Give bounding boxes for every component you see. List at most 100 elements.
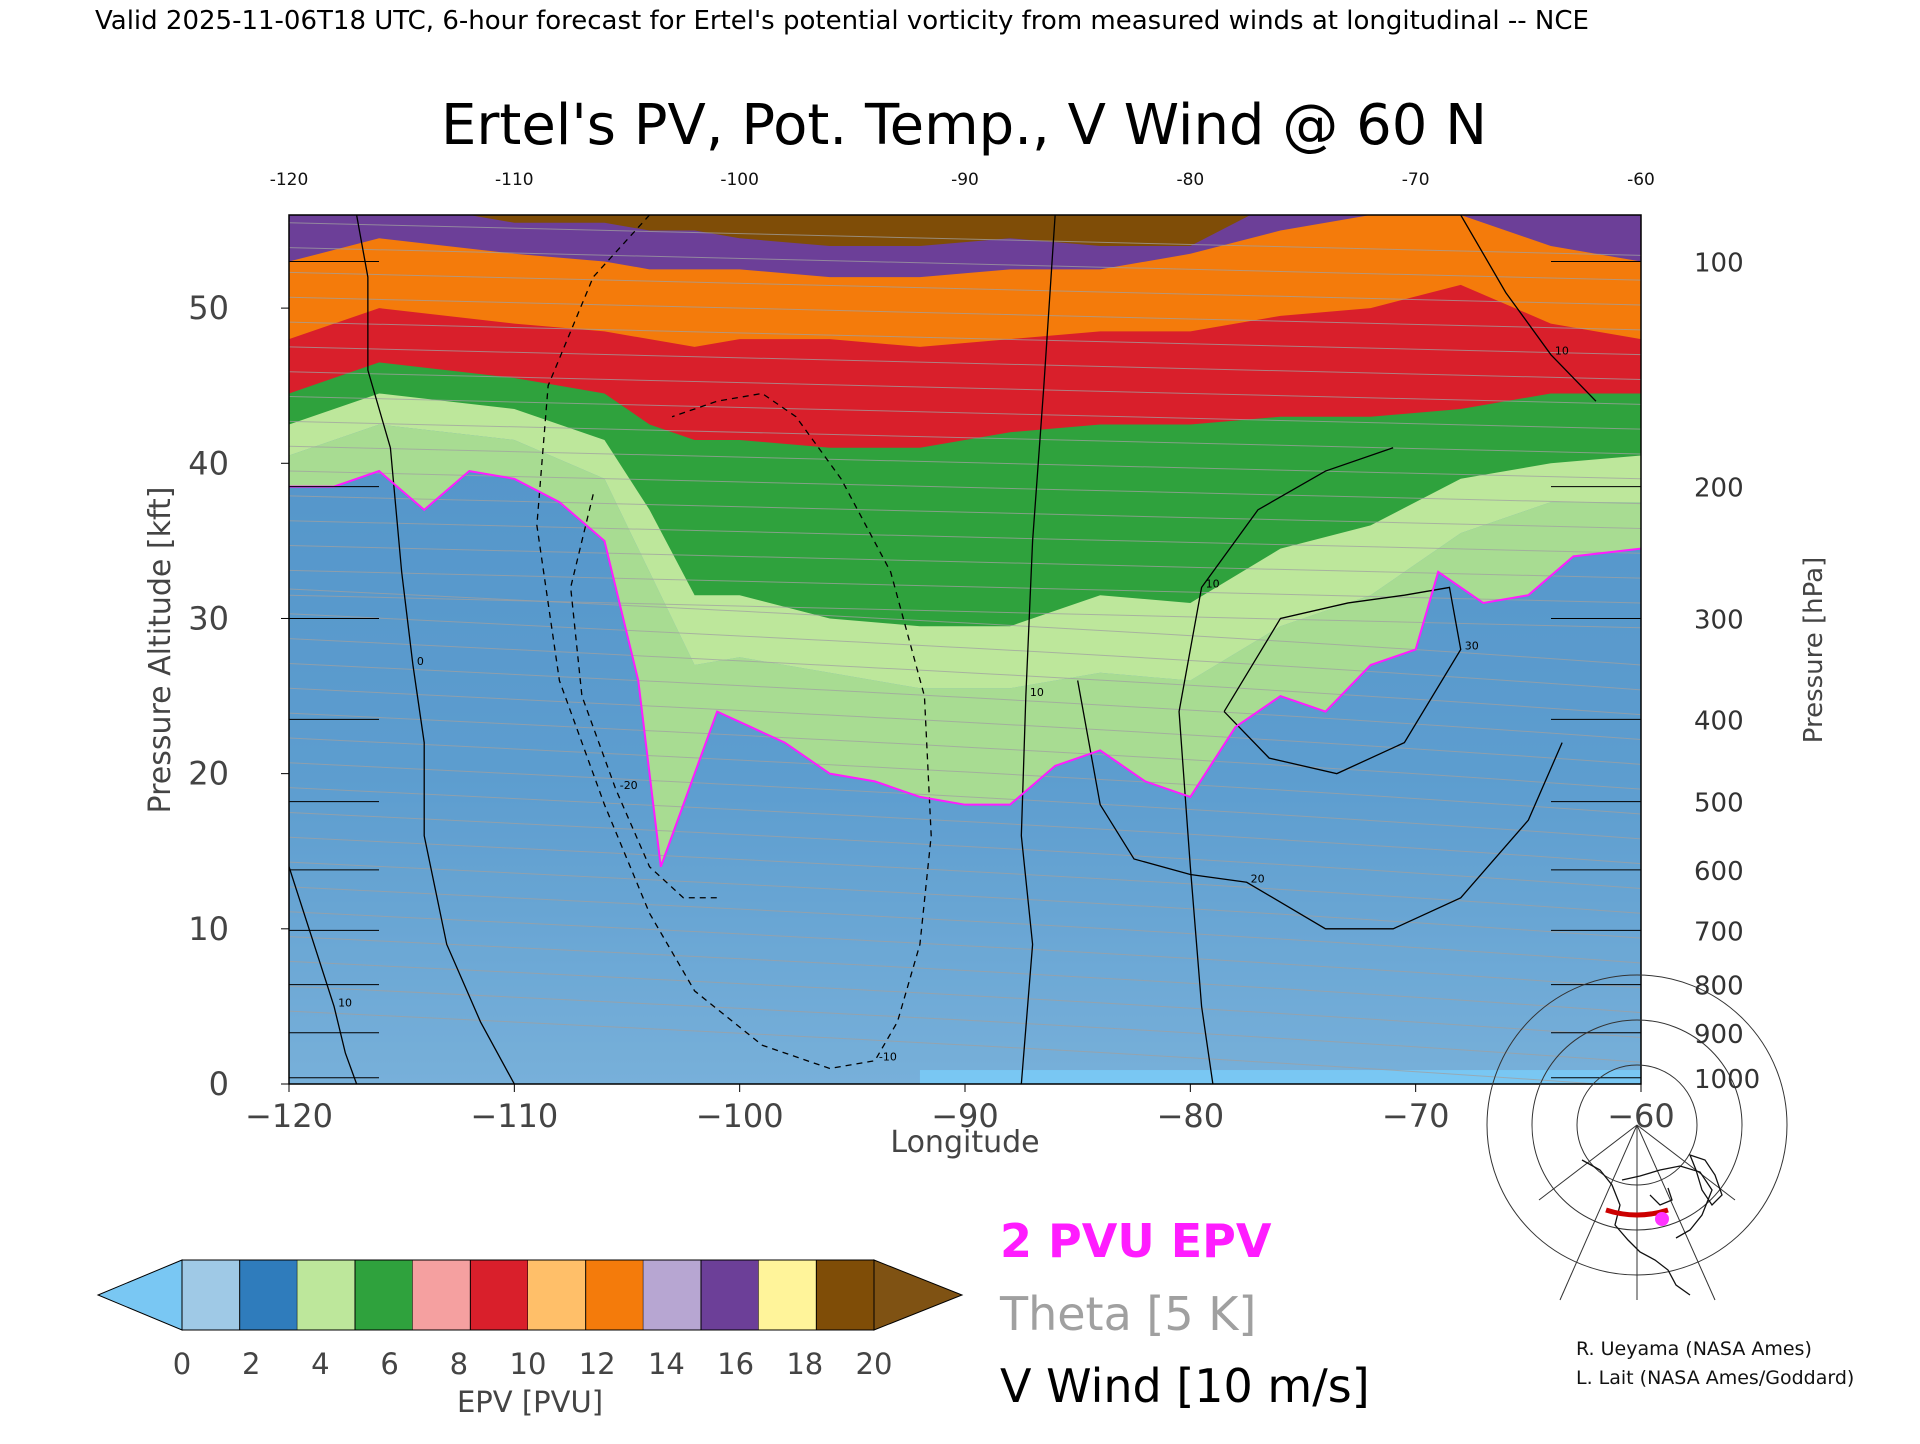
plot-area: 0 10 -10 -20 10 10 30 20 10: [289, 215, 1641, 1084]
valid-time-header: Valid 2025-11-06T18 UTC, 6-hour forecast…: [95, 6, 1589, 36]
x-top-tick-label: -110: [495, 170, 534, 190]
x-top-tick-label: -80: [1176, 170, 1204, 190]
v-wind-contour-line: [1223, 586, 1462, 775]
band-2-to-4-pvu: [289, 424, 1641, 867]
pressure-tick-label: 100: [1694, 249, 1744, 279]
credit-line-1: R. Ueyama (NASA Ames): [1576, 1338, 1812, 1360]
map-coastline-north-america: [1581, 1159, 1713, 1296]
x-tick-label: −100: [696, 1097, 784, 1135]
map-meridian: [1636, 1124, 1716, 1301]
colorbar-cell: [528, 1260, 586, 1330]
credit-line-2: L. Lait (NASA Ames/Goddard): [1576, 1367, 1854, 1389]
y-axis-label-left: Pressure Altitude [kft]: [143, 487, 178, 814]
pressure-tick-label: 700: [1694, 917, 1744, 947]
x-top-tick-label: -100: [720, 170, 759, 190]
x-axis-label: Longitude: [890, 1125, 1039, 1160]
y-axis-right: 100 200 300 400 500 600 700 800 900 1000: [1694, 249, 1760, 1095]
two-pvu-contour: [289, 469, 1641, 868]
colorbar-cell: [412, 1260, 471, 1330]
band-below-zero: [919, 1070, 1641, 1084]
epv-filled-bands: [289, 215, 1641, 1084]
colorbar-cell: [700, 1259, 760, 1331]
v-wind-contour-label: -20: [620, 779, 638, 792]
v-wind-contour-label: -10: [879, 1051, 897, 1064]
cross-section-track: [1605, 1207, 1669, 1218]
pressure-tick-label: 800: [1694, 972, 1744, 1002]
colorbar-tick-label: 2: [242, 1347, 260, 1381]
y-axis-left: 0 10 20 30 40 50: [188, 289, 289, 1103]
v-wind-contour-label: 30: [1465, 640, 1479, 653]
v-wind-contour-line: [1077, 680, 1563, 930]
colorbar-label: EPV [PVU]: [457, 1385, 603, 1419]
v-wind-contour-label: 10: [1030, 686, 1044, 699]
v-wind-contours: 0 10 -10 -20 10 10 30 20 10: [289, 215, 1597, 1084]
x-axis-top: -120 -110 -100 -90 -80 -70 -60: [270, 170, 1655, 190]
v-wind-contour-line: [1178, 447, 1394, 1084]
colorbar-cell: [758, 1260, 817, 1330]
colorbar-tick-label: 4: [311, 1347, 329, 1381]
y-tick-label: 50: [188, 289, 229, 327]
x-tick-label: −90: [931, 1097, 999, 1135]
pressure-tick-label: 200: [1694, 474, 1744, 504]
v-wind-contour-label: 0: [417, 655, 424, 668]
colorbar-cell: [469, 1259, 529, 1331]
colorbar-cell: [815, 1259, 875, 1331]
colorbar-tick-label: 8: [450, 1347, 468, 1381]
theta-contour-line: [289, 960, 1641, 1038]
theta-contour-line: [289, 787, 1641, 865]
theta-contour-line: [289, 737, 1641, 815]
x-top-tick-label: -70: [1402, 170, 1430, 190]
theta-contour-line: [289, 886, 1641, 964]
locator-map: [1486, 974, 1788, 1301]
v-wind-contour-line: [1460, 215, 1597, 402]
colorbar-tick-label: 12: [579, 1347, 616, 1381]
colorbar-cells: [181, 1259, 875, 1331]
location-marker: [1655, 1212, 1669, 1226]
colorbar-tick-label: 0: [173, 1347, 191, 1381]
pressure-tick-label: 300: [1694, 605, 1744, 635]
theta-contour-line: [289, 687, 1641, 765]
v-wind-contour-label: 10: [338, 996, 352, 1009]
colorbar-tick-label: 6: [380, 1347, 398, 1381]
x-tick-label: −120: [245, 1097, 333, 1135]
theta-contour-line: [289, 662, 1641, 741]
epv-colorbar: 0 2 4 6 8 10 12 14 16 18 20 EPV [PVU]: [96, 1259, 964, 1419]
colorbar-tick-label: 14: [648, 1347, 685, 1381]
y-tick-label: 10: [188, 910, 229, 948]
v-wind-contour-label: 10: [1555, 345, 1569, 358]
band-yellow-brown: [289, 215, 1641, 247]
x-tick-label: −60: [1607, 1097, 1675, 1135]
x-tick-label: −110: [470, 1097, 558, 1135]
theta-contour-line: [289, 588, 1641, 666]
chart-title: Ertel's PV, Pot. Temp., V Wind @ 60 N: [441, 93, 1487, 158]
band-1-to-2-pvu: [289, 471, 1641, 1084]
pressure-tick-label: 900: [1694, 1020, 1744, 1050]
map-coastline-greenland: [1688, 1153, 1723, 1207]
y-axis-label-right: Pressure [hPa]: [1799, 557, 1829, 744]
colorbar-tick-label: 20: [856, 1347, 893, 1381]
pressure-level-ticks: [289, 261, 1641, 1079]
map-meridian: [1636, 1124, 1736, 1201]
colorbar-cell: [643, 1260, 701, 1330]
theta-contour-line: [289, 1010, 1605, 1084]
colorbar-tick-label: 16: [717, 1347, 754, 1381]
colorbar-tick-label: 10: [510, 1347, 547, 1381]
theta-contour-line: [289, 638, 1641, 716]
y-tick-label: 20: [188, 755, 229, 793]
v-wind-contour-line: [355, 215, 515, 1084]
theta-contour-line: [289, 811, 1641, 889]
theta-contour-line: [289, 762, 1641, 840]
v-wind-contour-line: [570, 494, 718, 899]
pressure-tick-label: 1000: [1694, 1065, 1760, 1095]
y-tick-label: 0: [209, 1065, 229, 1103]
x-tick-label: −80: [1157, 1097, 1225, 1135]
v-wind-contour-line: [1020, 215, 1056, 1084]
theta-contour-line: [289, 613, 1641, 691]
colorbar-cell: [297, 1260, 355, 1330]
map-meridian: [1559, 1124, 1638, 1301]
colorbar-tick-label: 18: [786, 1347, 823, 1381]
theta-contour-line: [289, 911, 1641, 989]
v-wind-contour-label: 20: [1251, 872, 1265, 885]
x-top-tick-label: -120: [270, 170, 309, 190]
